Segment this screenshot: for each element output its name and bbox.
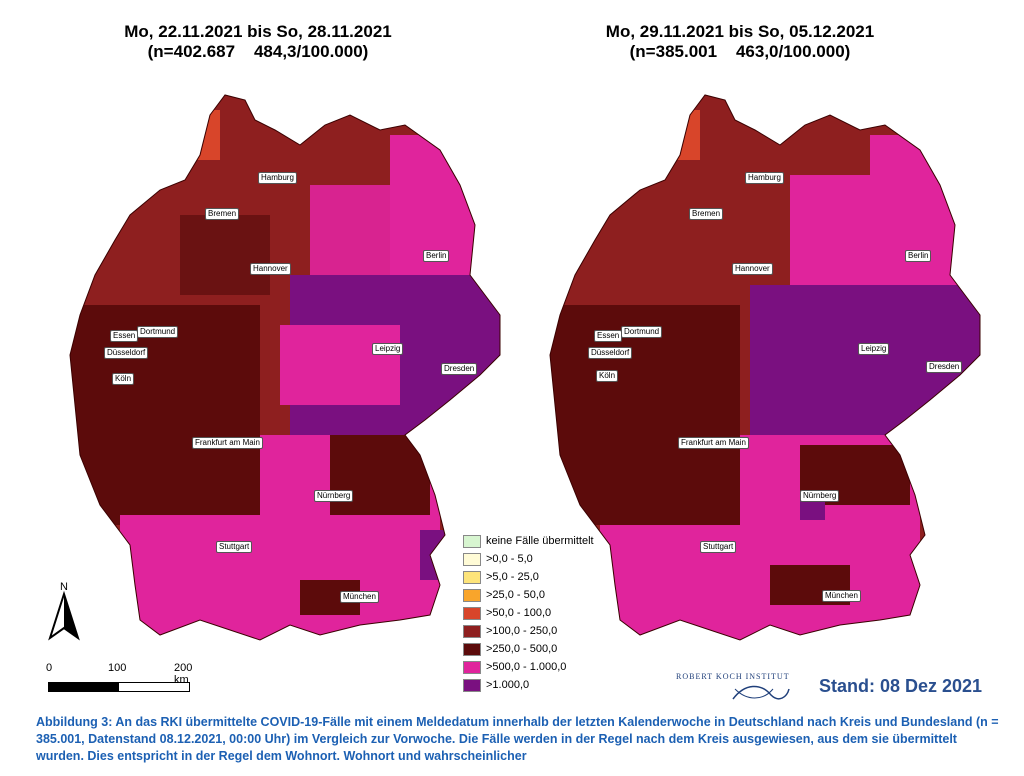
city-label-berlin-right: Berlin [905, 250, 932, 262]
scale-label-0: 0 [46, 662, 53, 674]
legend-label: >5,0 - 25,0 [486, 571, 539, 583]
scale-bar-graphic [48, 682, 190, 692]
figure-caption: Abbildung 3: An das RKI übermittelte COV… [36, 715, 999, 763]
map-legend: keine Fälle übermittelt >0,0 - 5,0 >5,0 - … [463, 532, 594, 694]
legend-label: >50,0 - 100,0 [486, 607, 552, 619]
legend-swatch [463, 606, 481, 620]
city-label-hamburg-left: Hamburg [258, 172, 297, 184]
scale-label-200: 200 km [174, 662, 193, 686]
city-label-leipzig-right: Leipzig [858, 343, 890, 355]
legend-label: >1.000,0 [486, 679, 530, 691]
city-label-duesseldorf-right: Düsseldorf [588, 347, 633, 359]
legend-item: >250,0 - 500,0 [463, 640, 594, 658]
city-label-bremen-right: Bremen [689, 208, 724, 220]
city-label-frankfurt-right: Frankfurt am Main [678, 437, 749, 449]
legend-swatch [463, 588, 481, 602]
legend-label: >25,0 - 50,0 [486, 589, 546, 601]
legend-label: >100,0 - 250,0 [486, 625, 558, 637]
city-label-dortmund-left: Dortmund [137, 326, 179, 338]
legend-item: >0,0 - 5,0 [463, 550, 594, 568]
city-label-stuttgart-right: Stuttgart [700, 541, 737, 553]
legend-item: >50,0 - 100,0 [463, 604, 594, 622]
stand-date: Stand: 08 Dez 2021 [819, 676, 983, 696]
city-label-hannover-left: Hannover [250, 263, 291, 275]
city-label-essen-left: Essen [110, 330, 139, 342]
city-label-dresden-left: Dresden [441, 363, 478, 375]
map-title-left-dates: Mo, 22.11.2021 bis So, 28.11.2021 [124, 22, 392, 41]
legend-swatch [463, 570, 481, 584]
map-title-left: Mo, 22.11.2021 bis So, 28.11.2021 (n=402… [78, 22, 438, 62]
city-label-stuttgart-left: Stuttgart [216, 541, 253, 553]
legend-item: >500,0 - 1.000,0 [463, 658, 594, 676]
city-label-muenchen-right: München [822, 590, 861, 602]
city-label-dortmund-right: Dortmund [621, 326, 663, 338]
legend-label: >250,0 - 500,0 [486, 643, 558, 655]
city-label-nuernberg-right: Nürnberg [800, 490, 840, 502]
scale-label-100: 100 [108, 662, 127, 674]
city-label-duesseldorf-left: Düsseldorf [104, 347, 149, 359]
legend-swatch [463, 660, 481, 674]
city-label-nuernberg-left: Nürnberg [314, 490, 354, 502]
rki-logo-mark-icon [732, 685, 790, 700]
north-label: N [60, 581, 68, 593]
north-arrow-icon: N [44, 580, 84, 647]
legend-swatch [463, 678, 481, 692]
germany-map-right [549, 94, 981, 641]
city-label-hamburg-right: Hamburg [745, 172, 784, 184]
city-label-hannover-right: Hannover [732, 263, 773, 275]
legend-swatch [463, 534, 481, 548]
legend-item: keine Fälle übermittelt [463, 532, 594, 550]
legend-item: >25,0 - 50,0 [463, 586, 594, 604]
legend-swatch [463, 552, 481, 566]
legend-swatch [463, 624, 481, 638]
map-title-right-dates: Mo, 29.11.2021 bis So, 05.12.2021 [605, 22, 875, 41]
city-label-berlin-left: Berlin [423, 250, 450, 262]
city-label-muenchen-left: München [340, 591, 379, 603]
legend-label: >500,0 - 1.000,0 [486, 661, 567, 673]
scale-bar-segment [49, 683, 119, 691]
map-title-right-cases: (n=385.001 463,0/100.000) [629, 42, 851, 61]
city-label-dresden-right: Dresden [926, 361, 963, 373]
city-label-leipzig-left: Leipzig [372, 343, 404, 355]
legend-swatch [463, 642, 481, 656]
city-label-koeln-left: Köln [112, 373, 135, 385]
city-label-koeln-right: Köln [596, 370, 619, 382]
map-title-left-cases: (n=402.687 484,3/100.000) [147, 42, 369, 61]
rki-logo: ROBERT KOCH INSTITUT [676, 672, 792, 708]
legend-label: >0,0 - 5,0 [486, 553, 533, 565]
legend-item: >100,0 - 250,0 [463, 622, 594, 640]
legend-item: >5,0 - 25,0 [463, 568, 594, 586]
legend-label: keine Fälle übermittelt [486, 535, 594, 547]
legend-item: >1.000,0 [463, 676, 594, 694]
map-title-right: Mo, 29.11.2021 bis So, 05.12.2021 (n=385… [560, 22, 920, 62]
city-label-frankfurt-left: Frankfurt am Main [192, 437, 263, 449]
rki-logo-text: ROBERT KOCH INSTITUT [676, 672, 790, 681]
city-label-bremen-left: Bremen [205, 208, 240, 220]
city-label-essen-right: Essen [594, 330, 623, 342]
